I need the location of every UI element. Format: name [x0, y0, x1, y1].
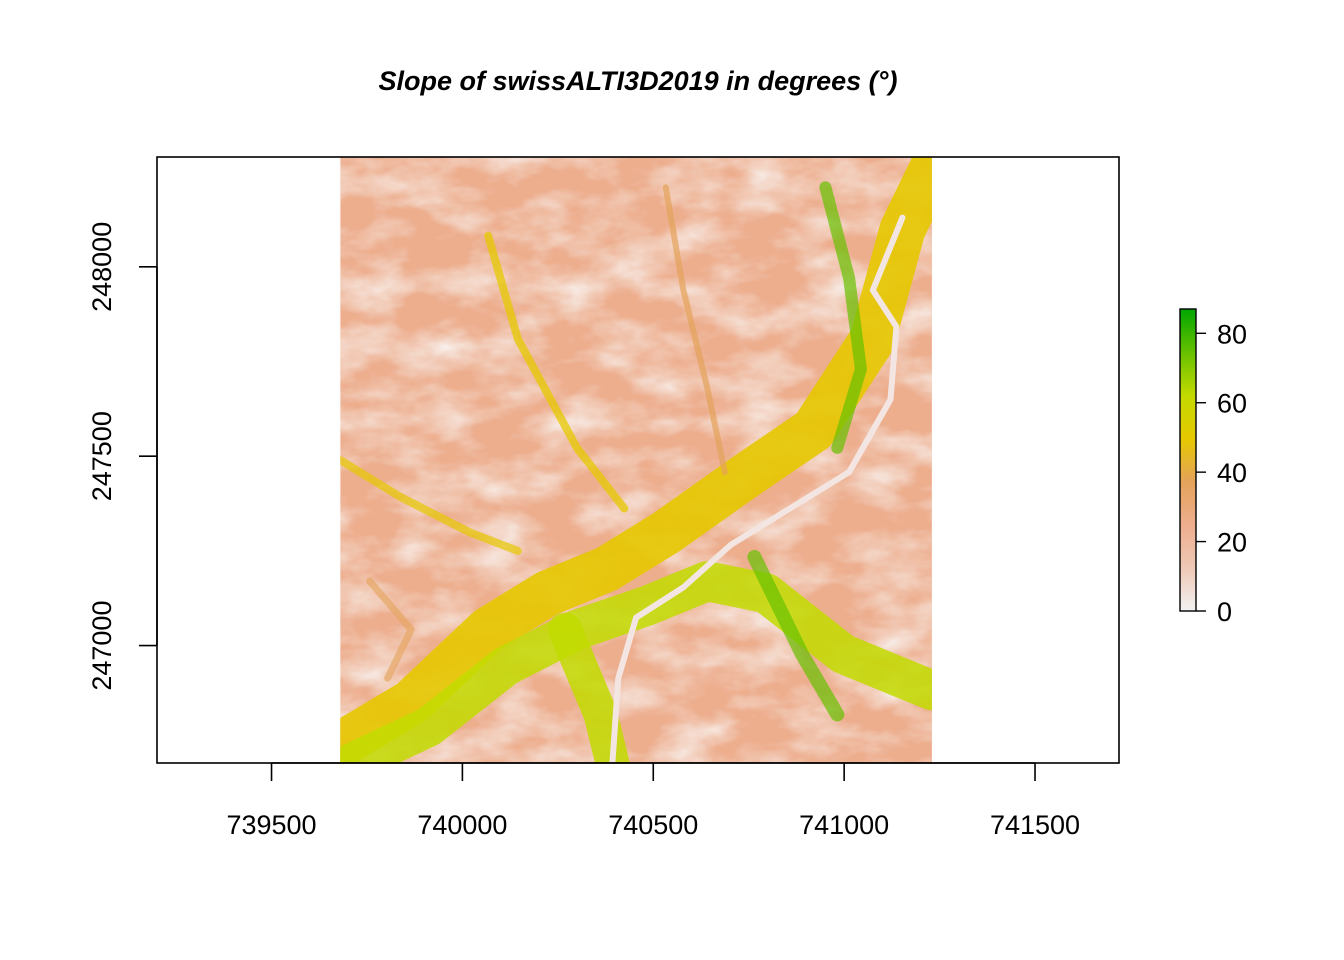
steep-band-south: [340, 561, 932, 763]
steep-band-tributary: [548, 612, 630, 763]
slope-raster: [340, 157, 932, 763]
y-tick-label: 248000: [87, 222, 117, 312]
x-tick-label: 741000: [799, 810, 889, 840]
river-course: [609, 214, 906, 763]
gully-1: [484, 231, 629, 513]
steep-band-cliff: [819, 181, 867, 454]
y-tick-label: 247500: [87, 411, 117, 501]
legend-tick-label: 20: [1217, 528, 1247, 558]
x-tick-label: 739500: [226, 810, 316, 840]
legend-colorbar: [1179, 308, 1197, 612]
gully-4: [366, 577, 415, 682]
legend-tick-label: 0: [1217, 597, 1232, 627]
steep-band-ridge: [747, 550, 845, 722]
x-tick-label: 740000: [417, 810, 507, 840]
y-axis: 247000 247500 248000: [87, 222, 158, 691]
x-tick-label: 740500: [608, 810, 698, 840]
x-tick-label: 741500: [990, 810, 1080, 840]
chart-title: Slope of swissALTI3D2019 in degrees (°): [379, 66, 898, 96]
gully-2: [662, 184, 728, 476]
y-tick-label: 247000: [87, 601, 117, 691]
color-legend: 0 20 40 60 80: [1179, 308, 1247, 627]
legend-tick-label: 40: [1217, 458, 1247, 488]
x-axis: 739500 740000 740500 741000 741500: [226, 762, 1080, 840]
legend-tick-label: 60: [1217, 389, 1247, 419]
gully-3: [340, 456, 522, 555]
legend-tick-label: 80: [1217, 319, 1247, 349]
